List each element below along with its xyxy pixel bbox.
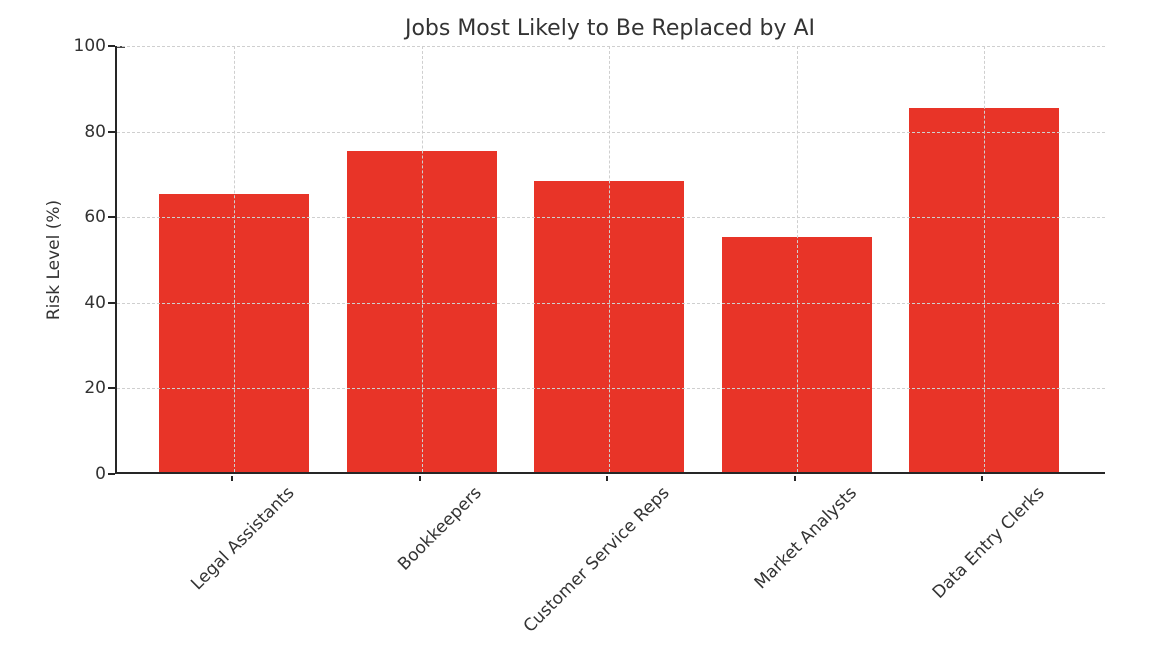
bars-layer (117, 46, 1105, 472)
axis-spine-cap (117, 46, 125, 48)
bar-customer-service-reps (534, 180, 684, 472)
bar-data-entry-clerks (909, 108, 1059, 472)
x-tick-mark-bookkeepers (418, 476, 421, 481)
x-tick-label-customer-service-reps: Customer Service Reps (519, 483, 674, 637)
y-tick-label-80: 80 (84, 121, 106, 142)
x-tick-mark-data-entry-clerks (981, 476, 983, 481)
y-tick-mark-80 (108, 130, 115, 133)
y-tick-mark-20 (108, 387, 115, 390)
y-tick-mark-0 (108, 473, 115, 475)
y-tick-mark-60 (108, 216, 115, 219)
y-tick-label-20: 20 (84, 378, 106, 399)
x-tick-label-market-analysts: Market Analysts (750, 483, 861, 594)
plot-area (115, 46, 1105, 474)
bar-market-analysts (721, 236, 872, 472)
x-tick-mark-legal-assistants (231, 476, 233, 481)
y-tick-mark-40 (108, 301, 115, 304)
y-tick-label-0: 0 (95, 464, 106, 484)
y-tick-mark-100 (108, 45, 115, 47)
x-tick-mark-market-analysts (793, 476, 796, 481)
bar-legal-assistants (159, 193, 309, 472)
y-tick-label-100: 100 (73, 36, 106, 56)
bar-bookkeepers (346, 151, 497, 472)
x-tick-label-bookkeepers: Bookkeepers (394, 483, 486, 575)
x-tick-label-legal-assistants: Legal Assistants (186, 483, 299, 595)
y-tick-label-40: 40 (84, 292, 106, 313)
x-tick-mark-customer-service-reps (606, 476, 608, 481)
chart-title: Jobs Most Likely to Be Replaced by AI (404, 16, 816, 41)
y-tick-label-60: 60 (84, 207, 106, 228)
x-tick-label-data-entry-clerks: Data Entry Clerks (928, 483, 1049, 603)
